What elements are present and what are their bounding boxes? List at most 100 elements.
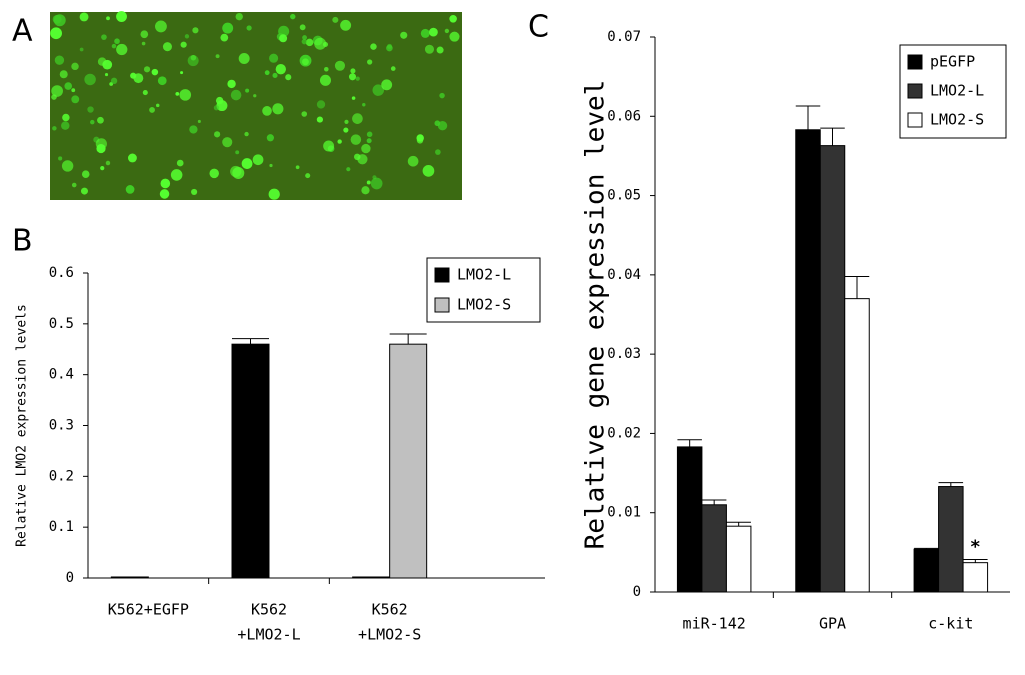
legend-label: LMO2-L [930,82,984,100]
y-tick-label: 0.1 [49,519,74,535]
cell [101,34,107,40]
cell [197,119,201,123]
cell [272,103,284,115]
x-tick-label: K562+EGFP [108,601,189,619]
cell [84,73,96,86]
cell [314,37,327,50]
cell [79,47,84,52]
cell [301,39,307,45]
cell [407,155,419,167]
cell [61,160,74,172]
x-tick-label: K562 [372,601,408,619]
cell [116,11,127,22]
cell [420,28,430,38]
cell [127,153,137,163]
cell [370,177,383,190]
cell [366,180,371,185]
cell [179,89,192,101]
cell [62,113,70,122]
cell [269,163,273,168]
cell [96,143,106,154]
cell [351,96,356,100]
cell [238,53,250,64]
cell [157,76,167,86]
cell [244,131,249,137]
cell [54,55,65,65]
cell [222,22,234,34]
cell [180,41,187,48]
cell [262,106,272,116]
y-tick-label: 0.6 [49,265,74,281]
cell [324,66,329,72]
cell [222,137,233,148]
cell [189,125,198,134]
cell [301,111,308,117]
cell [416,137,424,144]
cell [64,82,73,90]
cell [241,158,253,169]
cell [230,165,242,178]
cell [71,88,76,93]
cell [214,131,221,138]
bar [962,562,989,593]
cell [332,16,339,23]
x-tick-label: +LMO2-S [358,626,421,644]
cell [350,134,362,145]
cell [87,106,94,113]
cell [381,79,393,91]
legend-swatch [907,112,923,128]
cell [81,187,88,195]
cell [367,59,373,65]
cell [141,41,146,46]
cell [176,159,184,167]
cell [337,139,342,144]
cell [422,165,435,177]
legend-label: LMO2-S [457,296,511,314]
cell [346,167,351,172]
x-tick-label: K562 [251,601,287,619]
y-tick-label: 0.05 [607,188,641,204]
x-tick-label: c-kit [928,615,973,633]
cell [58,156,63,161]
cell [449,31,460,42]
cell [343,127,349,133]
cell [253,94,257,98]
cell [290,13,296,20]
cell [272,72,278,79]
cell [114,38,120,45]
bar [725,525,752,593]
cell [213,105,220,111]
cell [362,103,366,107]
cell [97,57,107,66]
y-tick-label: 0.4 [49,367,74,383]
cell [449,15,457,23]
cell [143,66,151,73]
cell [370,43,377,50]
cell [209,168,219,179]
legend-label: pEGFP [930,53,975,71]
cell [187,55,199,67]
cell [105,160,111,166]
cell [52,126,57,131]
cell [302,35,307,40]
bar [938,486,964,593]
cell [97,116,104,124]
legend-swatch [907,83,923,99]
bar [701,504,727,593]
cell [81,170,90,178]
cell [279,34,288,43]
panel-label: C [528,10,549,45]
annotation: * [970,536,981,557]
legend-swatch [434,297,450,313]
cell [252,154,264,166]
cell [192,27,199,34]
cell [230,89,242,101]
cell [299,24,306,31]
y-tick-label: 0.07 [607,29,641,45]
y-tick-label: 0.2 [49,468,74,484]
cell [111,43,117,49]
cell [268,188,280,200]
cell [130,72,137,79]
cell [302,58,309,66]
